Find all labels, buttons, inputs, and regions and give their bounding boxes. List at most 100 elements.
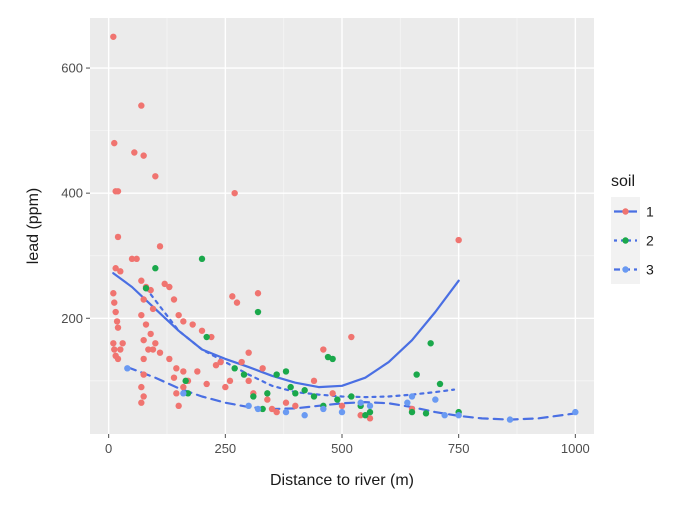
grid-lines: [90, 18, 594, 434]
y-tick-label: 200: [61, 311, 83, 326]
point-soil-1: [203, 380, 210, 388]
smooth-line-soil-3: [126, 366, 577, 421]
point-soil-2: [292, 390, 299, 397]
point-soil-1: [140, 336, 147, 344]
point-soil-1: [114, 233, 122, 241]
point-soil-1: [268, 405, 276, 413]
point-soil-3: [124, 365, 131, 372]
point-soil-2: [259, 405, 266, 413]
legend-label: 1: [646, 204, 654, 220]
x-tick-label: 1000: [561, 441, 590, 456]
legend-label: 2: [646, 233, 654, 249]
point-soil-1: [111, 139, 118, 147]
point-soil-1: [156, 243, 164, 250]
point-soil-3: [572, 408, 579, 416]
point-soil-1: [222, 383, 229, 391]
point-soil-1: [149, 305, 157, 313]
point-soil-3: [245, 402, 252, 410]
point-soil-3: [366, 402, 374, 410]
point-soil-1: [138, 383, 145, 391]
point-soil-2: [348, 393, 355, 400]
legend: soil 1 2 3: [611, 173, 654, 284]
point-soil-1: [131, 149, 138, 156]
point-soil-1: [156, 349, 164, 356]
point-soil-1: [310, 377, 318, 385]
point-soil-1: [320, 346, 327, 353]
legend-key-point: [622, 266, 629, 273]
point-soil-1: [264, 396, 271, 403]
point-soil-2: [366, 408, 374, 416]
point-soil-1: [212, 361, 220, 369]
point-soil-1: [112, 265, 119, 272]
point-soil-1: [145, 346, 152, 353]
point-soil-3: [455, 412, 462, 419]
x-tick-label: 500: [331, 441, 353, 456]
point-soil-1: [348, 333, 355, 341]
point-soil-1: [198, 327, 206, 334]
legend-item-3: 3: [611, 255, 654, 284]
point-soil-2: [427, 340, 434, 347]
y-tick-label: 600: [61, 61, 83, 76]
point-soil-2: [231, 365, 238, 372]
point-soil-1: [282, 399, 290, 406]
point-soil-3: [441, 412, 448, 419]
point-soil-1: [140, 296, 147, 303]
point-soil-1: [329, 390, 336, 397]
axis-ticks: 0 250 500 750 1000 200 400 600: [61, 61, 589, 456]
point-soil-1: [180, 383, 187, 391]
point-soil-1: [208, 333, 215, 341]
y-tick-label: 400: [61, 186, 83, 201]
point-soil-1: [142, 321, 150, 328]
point-soil-1: [170, 296, 178, 303]
point-soil-1: [259, 365, 266, 372]
point-soil-2: [408, 408, 416, 416]
x-axis-title: Distance to river (m): [270, 472, 414, 489]
point-soil-1: [357, 412, 364, 419]
point-soil-1: [254, 290, 262, 297]
point-soil-1: [138, 102, 145, 109]
point-soil-3: [282, 408, 290, 416]
point-soil-1: [113, 318, 121, 325]
point-soil-1: [114, 324, 122, 331]
legend-item-1: 1: [611, 197, 654, 226]
point-soil-1: [166, 355, 173, 363]
x-tick-label: 250: [214, 441, 236, 456]
point-soil-1: [455, 236, 462, 244]
point-soil-1: [152, 173, 159, 180]
point-soil-1: [119, 340, 126, 347]
legend-key-point: [622, 237, 629, 244]
point-soil-1: [138, 277, 145, 284]
smooth-line-soil-2: [144, 287, 456, 399]
smooth-line-soil-1: [112, 272, 460, 389]
point-soil-1: [175, 402, 182, 410]
point-soil-1: [110, 33, 117, 40]
point-soil-1: [140, 393, 147, 400]
legend-label: 3: [646, 262, 654, 278]
legend-key-point: [622, 208, 629, 215]
point-soil-1: [226, 377, 234, 385]
legend-title: soil: [611, 173, 635, 190]
point-soil-1: [161, 280, 168, 288]
point-soil-1: [114, 355, 122, 363]
x-tick-label: 0: [105, 441, 112, 456]
point-soil-1: [149, 346, 157, 353]
point-soil-3: [404, 399, 411, 406]
point-soil-2: [273, 371, 280, 378]
point-soil-1: [180, 368, 187, 375]
point-soil-1: [110, 340, 117, 347]
point-soil-1: [366, 415, 374, 422]
point-soil-2: [184, 390, 192, 397]
point-soil-3: [408, 393, 416, 400]
point-soil-2: [203, 333, 210, 341]
point-soil-2: [310, 393, 318, 400]
point-soil-1: [140, 355, 147, 363]
point-soil-2: [182, 377, 189, 385]
point-soil-2: [422, 410, 430, 417]
point-soil-1: [173, 390, 180, 397]
point-soil-1: [117, 268, 124, 275]
point-soil-1: [189, 321, 196, 328]
point-soil-1: [128, 255, 136, 263]
point-soil-2: [329, 355, 336, 363]
point-soil-2: [152, 265, 159, 272]
